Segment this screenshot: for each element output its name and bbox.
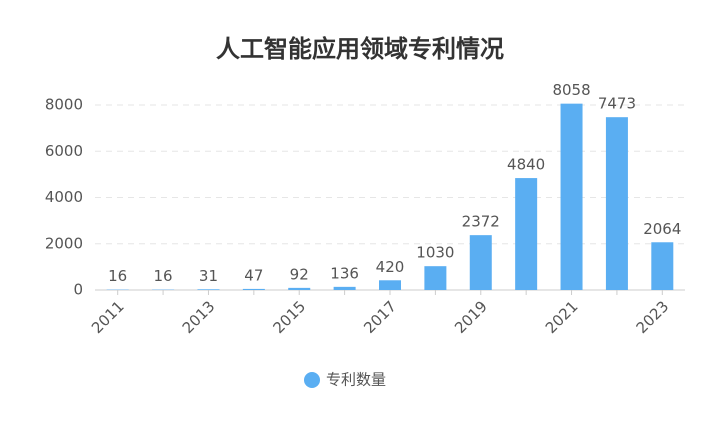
bar [333,286,356,290]
bar [560,103,583,290]
bar [515,178,538,290]
y-tick-label: 0 [73,281,83,299]
data-label: 2372 [462,213,500,231]
data-label: 1030 [416,244,454,262]
data-label: 4840 [507,156,545,174]
legend-marker [304,372,320,388]
data-label: 7473 [598,95,636,113]
x-tick-label: 2011 [88,297,128,337]
bar [242,288,265,290]
data-label: 16 [108,267,127,285]
data-label: 8058 [552,81,590,99]
y-tick-label: 4000 [45,188,83,206]
data-label: 420 [376,258,405,276]
bar [605,117,628,290]
y-tick-label: 6000 [45,142,83,160]
x-tick-label: 2017 [360,297,400,337]
chart-title: 人工智能应用领域专利情况 [216,35,504,63]
data-label: 16 [154,267,173,285]
bar [469,235,492,290]
x-tick-label: 2019 [451,297,491,337]
bar [197,289,220,290]
x-tick-label: 2021 [542,297,582,337]
bar [379,280,401,290]
x-tick-label: 2015 [270,297,310,337]
bar [288,287,311,290]
y-tick-label: 2000 [45,234,83,252]
data-label: 136 [330,264,359,282]
legend-label: 专利数量 [326,371,386,389]
data-label: 92 [290,265,309,283]
data-label: 2064 [643,220,681,238]
data-label: 31 [199,267,218,285]
y-tick-label: 8000 [45,96,83,114]
bar [651,242,674,290]
x-tick-label: 2023 [633,297,673,337]
bar [424,266,447,290]
data-label: 47 [244,266,263,284]
x-tick-label: 2013 [179,297,219,337]
